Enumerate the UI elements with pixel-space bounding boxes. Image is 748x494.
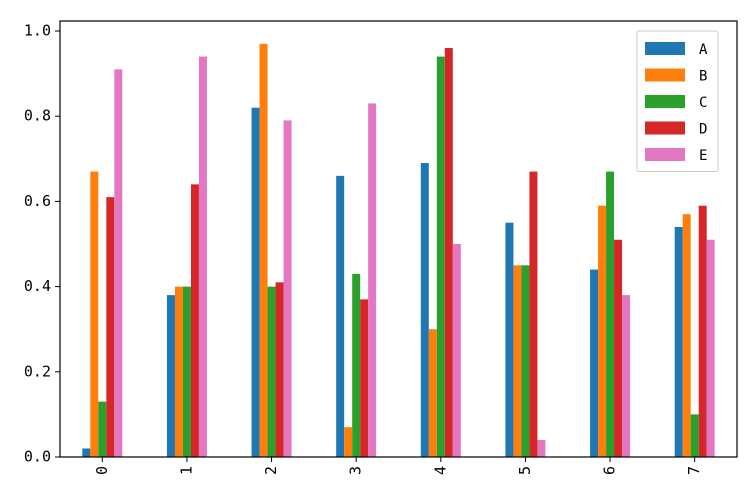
x-tick-label: 7 xyxy=(685,466,703,475)
bar-E-3 xyxy=(368,103,377,458)
legend-swatch-A xyxy=(645,42,685,55)
bar-E-1 xyxy=(198,56,207,458)
x-tick-label: 6 xyxy=(601,466,619,475)
bar-B-7 xyxy=(682,214,691,457)
bar-C-1 xyxy=(182,286,191,457)
y-tick-label: 0.4 xyxy=(24,277,51,295)
x-tick-label: 3 xyxy=(347,466,365,475)
y-axis: 0.0 0.2 0.4 0.6 0.8 1.0 xyxy=(24,22,60,466)
bar-D-0 xyxy=(106,197,115,457)
plot-area xyxy=(60,21,737,457)
bar-E-0 xyxy=(114,69,123,457)
legend-swatch-C xyxy=(645,95,685,108)
legend-label-C: C xyxy=(699,95,707,111)
bar-A-2 xyxy=(251,107,260,458)
x-tick-label: 2 xyxy=(262,466,280,475)
plot-frame xyxy=(59,20,738,458)
y-tick-label: 0.6 xyxy=(24,192,51,210)
bar-D-4 xyxy=(444,48,453,457)
bar-D-6 xyxy=(614,239,623,457)
bar-C-5 xyxy=(521,265,530,457)
bar-D-7 xyxy=(698,205,707,457)
x-tick-label: 0 xyxy=(93,466,111,475)
bar-A-7 xyxy=(674,226,683,457)
bar-E-7 xyxy=(706,239,715,457)
bar-B-6 xyxy=(598,205,607,457)
bar-D-3 xyxy=(360,299,369,457)
bar-D-1 xyxy=(190,184,199,458)
y-tick-label: 0.0 xyxy=(24,448,51,466)
bar-A-0 xyxy=(82,448,91,457)
bar-D-5 xyxy=(529,171,538,457)
legend-swatch-E xyxy=(645,148,685,161)
bar-B-4 xyxy=(428,329,437,457)
legend-swatch-D xyxy=(645,121,685,135)
legend-label-D: D xyxy=(699,122,707,138)
x-axis: 0 1 2 3 4 5 6 7 xyxy=(93,457,703,475)
y-tick-label: 0.8 xyxy=(24,107,51,125)
bar-C-7 xyxy=(690,414,699,457)
bar-E-5 xyxy=(537,439,546,457)
bar-E-4 xyxy=(452,244,461,457)
bar-E-2 xyxy=(283,120,292,458)
bar-A-3 xyxy=(336,175,345,457)
bar-A-4 xyxy=(420,163,429,457)
bar-B-0 xyxy=(90,171,99,457)
bar-A-5 xyxy=(505,222,514,457)
bar-B-5 xyxy=(513,265,522,457)
bar-B-3 xyxy=(344,427,353,457)
legend-label-B: B xyxy=(699,69,707,85)
y-tick-label: 0.2 xyxy=(24,362,51,380)
x-tick-label: 1 xyxy=(177,466,195,475)
bar-A-1 xyxy=(166,295,175,457)
bar-B-1 xyxy=(174,286,183,457)
bar-C-4 xyxy=(436,56,445,458)
legend-label-A: A xyxy=(699,42,708,58)
y-tick-label: 1.0 xyxy=(24,22,51,40)
bar-B-2 xyxy=(259,43,268,457)
bar-E-6 xyxy=(622,295,631,457)
x-tick-label: 5 xyxy=(516,466,534,475)
bar-C-0 xyxy=(98,401,107,457)
bar-C-2 xyxy=(267,286,276,457)
bar-A-6 xyxy=(590,269,599,457)
bar-C-3 xyxy=(352,273,361,457)
bar-D-2 xyxy=(275,282,284,457)
legend-swatch-B xyxy=(645,68,685,82)
x-tick-label: 4 xyxy=(431,466,449,475)
bars-group xyxy=(82,43,715,458)
bar-C-6 xyxy=(606,171,615,457)
legend-label-E: E xyxy=(699,148,707,164)
